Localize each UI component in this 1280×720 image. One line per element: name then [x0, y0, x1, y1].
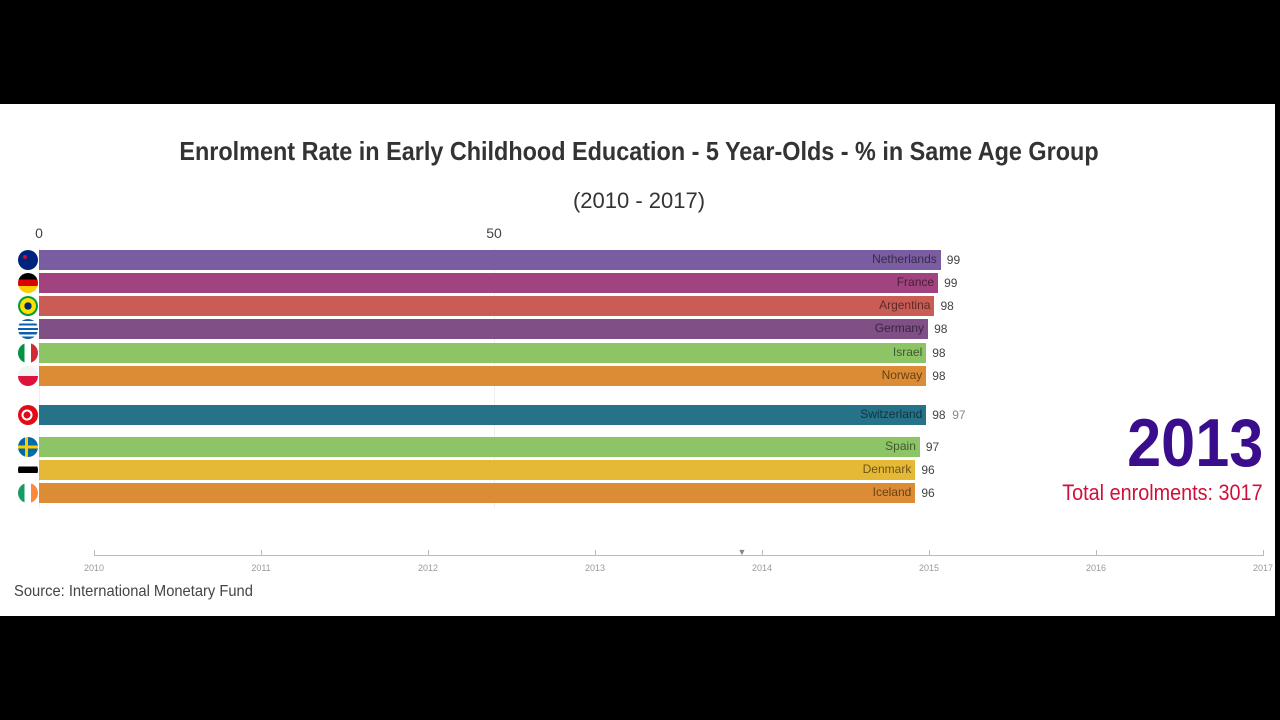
current-year: 2013 — [1126, 405, 1263, 481]
bar-value-label: 98 — [932, 408, 946, 422]
bar-category-label: Iceland — [872, 485, 912, 499]
sweden-flag-icon — [18, 437, 38, 457]
x-tick-label: 0 — [35, 225, 43, 241]
bar: Argentina — [39, 296, 935, 316]
bar-value-label: 98 — [932, 369, 946, 383]
bar-category-label: Denmark — [862, 462, 912, 476]
timeline-year-label[interactable]: 2013 — [584, 563, 606, 573]
timeline-tick — [595, 550, 596, 556]
bar: Israel — [39, 343, 927, 363]
chart-area: Enrolment Rate in Early Childhood Educat… — [0, 104, 1275, 616]
bar-category-label: Germany — [874, 321, 925, 335]
poland-flag-icon — [18, 366, 38, 386]
timeline-slider[interactable] — [94, 555, 1263, 556]
timeline-year-label[interactable]: 2016 — [1085, 563, 1107, 573]
new-zealand-flag-icon — [18, 250, 38, 270]
germany-flag-icon — [18, 273, 38, 293]
bar-value-label: 98 — [940, 299, 954, 313]
bar-value-label-transition: 97 — [952, 408, 966, 422]
bar-category-label: Norway — [881, 368, 923, 382]
bar: Norway — [39, 366, 927, 386]
timeline-tick — [1096, 550, 1097, 556]
total-enrolments: Total enrolments: 3017 — [1062, 480, 1263, 505]
timeline-tick — [929, 550, 930, 556]
turkey-flag-icon — [18, 405, 38, 425]
bar-category-label: Switzerland — [860, 407, 923, 421]
bar-category-label: France — [896, 275, 935, 289]
timeline-tick — [1263, 550, 1264, 556]
bar-value-label: 97 — [925, 440, 940, 454]
bar-value-label: 96 — [921, 486, 935, 500]
timeline-year-label[interactable]: 2015 — [918, 563, 940, 573]
bar: Switzerland — [39, 405, 927, 425]
timeline-year-label[interactable]: 2010 — [83, 563, 105, 573]
bar-value-label: 99 — [944, 276, 958, 290]
bar: Germany — [39, 319, 929, 339]
bar: Denmark — [39, 460, 916, 480]
bar: Spain — [39, 437, 920, 457]
timeline-year-label[interactable]: 2017 — [1252, 563, 1274, 573]
timeline-year-label[interactable]: 2014 — [751, 563, 773, 573]
bar-category-label: Argentina — [879, 298, 931, 312]
timeline-tick — [428, 550, 429, 556]
timeline-tick — [762, 550, 763, 556]
bar-category-label: Netherlands — [872, 252, 937, 266]
bar-value-label: 98 — [934, 322, 948, 336]
source-note: Source: International Monetary Fund — [14, 583, 253, 600]
ireland-flag-icon — [18, 483, 38, 503]
bar-category-label: Spain — [885, 439, 916, 453]
bar: Netherlands — [39, 250, 941, 270]
chart-subtitle: (2010 - 2017) — [572, 188, 706, 213]
bar-value-label: 99 — [946, 253, 961, 267]
timeline-year-label[interactable]: 2012 — [417, 563, 439, 573]
timeline-handle-icon[interactable]: ▼ — [737, 547, 747, 557]
brazil-flag-icon — [18, 296, 38, 316]
bar: Iceland — [39, 483, 916, 503]
chart-title: Enrolment Rate in Early Childhood Educat… — [179, 136, 1099, 166]
timeline-tick — [94, 550, 95, 556]
timeline-tick — [261, 550, 262, 556]
italy-flag-icon — [18, 343, 38, 363]
bar-value-label: 98 — [932, 346, 946, 360]
bar-category-label: Israel — [892, 345, 923, 359]
bar-value-label: 96 — [921, 463, 935, 477]
greece-flag-icon — [18, 319, 38, 339]
estonia-flag-icon — [18, 460, 38, 480]
x-tick-label: 50 — [486, 225, 502, 241]
bar: France — [39, 273, 939, 293]
timeline-year-label[interactable]: 2011 — [251, 563, 271, 573]
